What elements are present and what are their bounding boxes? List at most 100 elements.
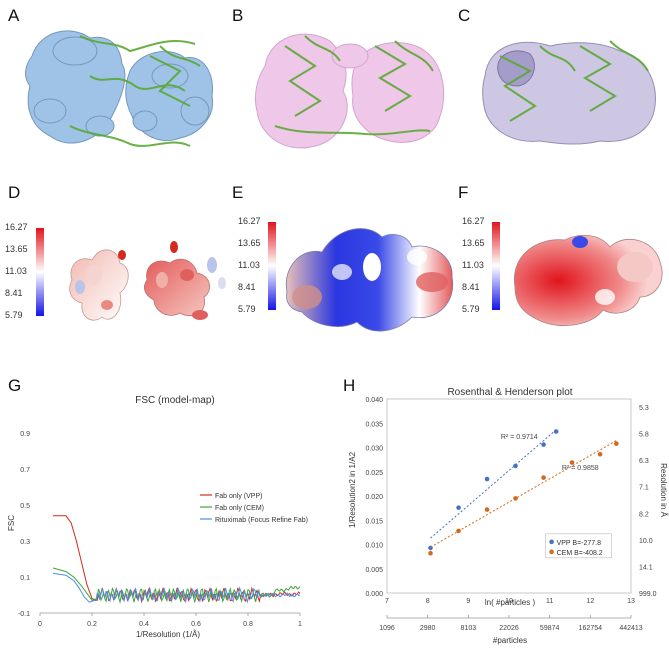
panel-label-f: F: [458, 183, 469, 202]
fsc-legend-label: Fab only (CEM): [215, 505, 264, 512]
rh-chart-title: Rosenthal & Henderson plot: [447, 387, 572, 398]
panel-label-d: D: [8, 183, 21, 202]
rh-data-point: [513, 463, 518, 469]
rh-particles-tick-label: 8103: [461, 625, 477, 632]
fsc-series-line: [53, 515, 301, 604]
local-resolution-map-e: [285, 228, 454, 332]
rh-legend-box: [545, 533, 612, 559]
rh-x-tick-label: 12: [586, 598, 594, 605]
rh-particles-tick-label: 442413: [619, 625, 642, 632]
colorbar-d-tick-2: 11.03: [5, 266, 27, 276]
rh-x-tick-label: 9: [466, 598, 470, 605]
rh-data-point: [553, 429, 559, 434]
fsc-chart-ylabel: FSC: [7, 515, 16, 531]
rh-plot-frame: [386, 398, 632, 594]
rh-y-tick-label: 0.025: [365, 470, 383, 477]
rh-x-tick-label: 10: [505, 598, 513, 605]
local-resolution-map-d: [69, 241, 226, 321]
fsc-x-tick-label: 0: [38, 621, 42, 628]
fsc-legend-label: Rituximab (Focus Refine Fab): [215, 517, 308, 524]
fsc-y-tick-label: 0.1: [20, 575, 30, 582]
rh-chart-ylabel: 1/Resolution2 in 1/A2: [348, 451, 357, 528]
rh-right-tick-label: 999.0: [639, 591, 657, 598]
colorbar-f-tick-3: 8.41: [462, 282, 480, 292]
rh-trendline: [430, 429, 557, 539]
rh-y-tick-label: 0.020: [365, 494, 383, 501]
rh-x-tick-label: 11: [546, 598, 553, 605]
density-map-b: [254, 33, 445, 149]
colorbar-d-tick-4: 5.79: [5, 310, 23, 320]
rh-legend-label: CEM B=-408.2: [557, 550, 603, 557]
rh-y-tick-label: 0.030: [365, 446, 383, 453]
rh-chart-xlabel-bottom: #particles: [493, 636, 527, 645]
panel-label-g: G: [8, 376, 22, 395]
colorbar-d-tick-3: 8.41: [5, 288, 23, 298]
colorbar-e-tick-0: 16.27: [238, 216, 261, 226]
fsc-x-tick-label: 1: [298, 621, 302, 628]
rh-x-tick-label: 8: [426, 598, 430, 605]
rh-x-tick-label: 13: [627, 598, 635, 605]
fsc-y-tick-label: 0.7: [20, 467, 30, 474]
colorbar-d-tick-1: 13.65: [5, 244, 28, 254]
fsc-chart-xlabel: 1/Resolution (1/Å): [136, 630, 200, 639]
colorbar-f-tick-1: 13.65: [462, 238, 485, 248]
colorbar-d-tick-0: 16.27: [5, 222, 28, 232]
rh-r2-label: R² = 0.9858: [562, 465, 599, 472]
fsc-y-tick-label: 0.3: [20, 539, 30, 546]
rh-data-point: [484, 507, 490, 512]
local-resolution-map-f: [513, 234, 663, 326]
rh-y-tick-label: 0.000: [365, 591, 383, 598]
rh-right-tick-label: 7.1: [639, 485, 649, 492]
colorbar-e: [268, 222, 276, 310]
panel-label-b: B: [232, 6, 244, 25]
rh-data-point: [541, 442, 546, 447]
fsc-x-tick-label: 0.6: [191, 621, 201, 628]
rh-y-tick-label: 0.005: [365, 567, 383, 574]
rh-chart-ylabel-right: Resolution in Å: [659, 463, 668, 517]
rh-data-point: [484, 476, 490, 482]
rh-data-point: [456, 528, 461, 534]
fsc-y-tick-label: 0.5: [20, 503, 30, 510]
colorbar-d: [36, 228, 44, 316]
density-map-c: [482, 40, 656, 145]
colorbar-f-tick-0: 16.27: [462, 216, 485, 226]
colorbar-e-tick-4: 5.79: [238, 304, 256, 314]
rh-data-point: [428, 550, 433, 556]
rh-right-tick-label: 8.2: [639, 511, 649, 518]
fsc-chart: FSC (model-map) FSC 1/Resolution (1/Å) 0…: [7, 395, 308, 639]
rh-y-tick-label: 0.010: [365, 543, 383, 550]
fsc-x-tick-label: 0.8: [243, 621, 253, 628]
rh-data-point: [513, 496, 518, 501]
fsc-x-tick-label: 0.2: [87, 621, 97, 628]
colorbar-f-tick-2: 11.03: [462, 260, 484, 270]
rh-r2-label: R² = 0.9714: [501, 434, 538, 441]
rh-right-tick-label: 6.3: [639, 458, 649, 465]
fsc-y-tick-label: -0.1: [18, 611, 30, 618]
fsc-x-tick-label: 0.4: [139, 621, 149, 628]
rh-data-point: [456, 505, 461, 510]
rh-right-tick-label: 14.1: [639, 564, 653, 571]
fsc-series-line: [52, 572, 301, 604]
rh-right-tick-label: 5.3: [639, 405, 649, 412]
rh-data-point: [614, 441, 619, 446]
rh-chart-xlabel: ln( #particles ): [485, 598, 536, 607]
rh-data-point: [541, 475, 546, 480]
colorbar-f: [492, 222, 500, 310]
rh-particles-tick-label: 59874: [540, 625, 560, 632]
density-map-a: [25, 30, 214, 147]
rh-data-point: [569, 460, 575, 465]
rh-y-tick-label: 0.040: [365, 397, 383, 404]
colorbar-e-tick-1: 13.65: [238, 238, 261, 248]
panel-label-e: E: [232, 183, 244, 202]
rh-particles-tick-label: 162754: [579, 625, 602, 632]
rh-legend-marker: [549, 539, 554, 545]
rosenthal-henderson-chart: Rosenthal & Henderson plot 1/Resolution2…: [348, 387, 668, 645]
fsc-legend-label: Fab only (VPP): [215, 493, 262, 500]
rh-legend-marker: [549, 549, 554, 555]
rh-right-tick-label: 10.0: [639, 538, 653, 545]
rh-data-point: [597, 451, 603, 457]
colorbar-f-tick-4: 5.79: [462, 304, 480, 314]
rh-right-tick-label: 5.8: [639, 432, 649, 439]
panel-label-c: C: [458, 6, 471, 25]
fsc-y-tick-label: 0.9: [20, 431, 30, 438]
